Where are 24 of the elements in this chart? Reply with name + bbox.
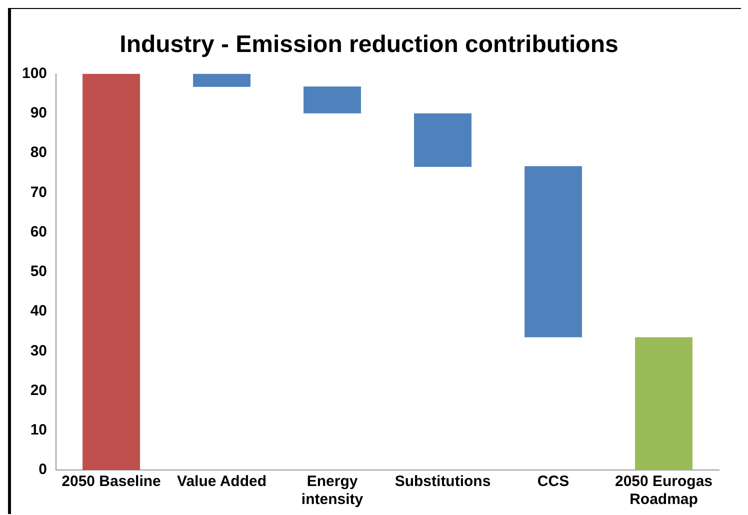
x-tick-label: 2050 Baseline xyxy=(62,473,161,490)
bar xyxy=(193,74,250,87)
bar xyxy=(414,113,472,167)
bar xyxy=(524,166,582,338)
y-tick-label: 50 xyxy=(30,263,48,280)
chart-title: Industry - Emission reduction contributions xyxy=(120,31,618,58)
y-tick-label: 40 xyxy=(30,302,48,320)
y-tick-label: 100 xyxy=(22,64,48,82)
x-tick-label: CCS xyxy=(537,473,570,490)
x-tick-label: Substitutions xyxy=(394,473,491,490)
y-tick-label: 10 xyxy=(30,422,48,439)
y-tick-label: 90 xyxy=(30,104,48,122)
bar xyxy=(304,86,361,114)
y-tick-label: 30 xyxy=(30,342,48,360)
x-tick-label: Value Added xyxy=(177,473,267,490)
y-tick-label: 60 xyxy=(30,223,48,240)
y-tick-label: 0 xyxy=(38,461,48,478)
bar xyxy=(82,74,140,470)
x-tick-label: 2050 Eurogas Roadmap xyxy=(614,473,713,508)
y-tick-label: 80 xyxy=(30,144,48,162)
x-tick-label: Energy intensity xyxy=(301,473,364,508)
y-tick-label: 70 xyxy=(30,184,48,201)
y-tick-label: 20 xyxy=(30,382,48,399)
bar xyxy=(635,337,692,470)
